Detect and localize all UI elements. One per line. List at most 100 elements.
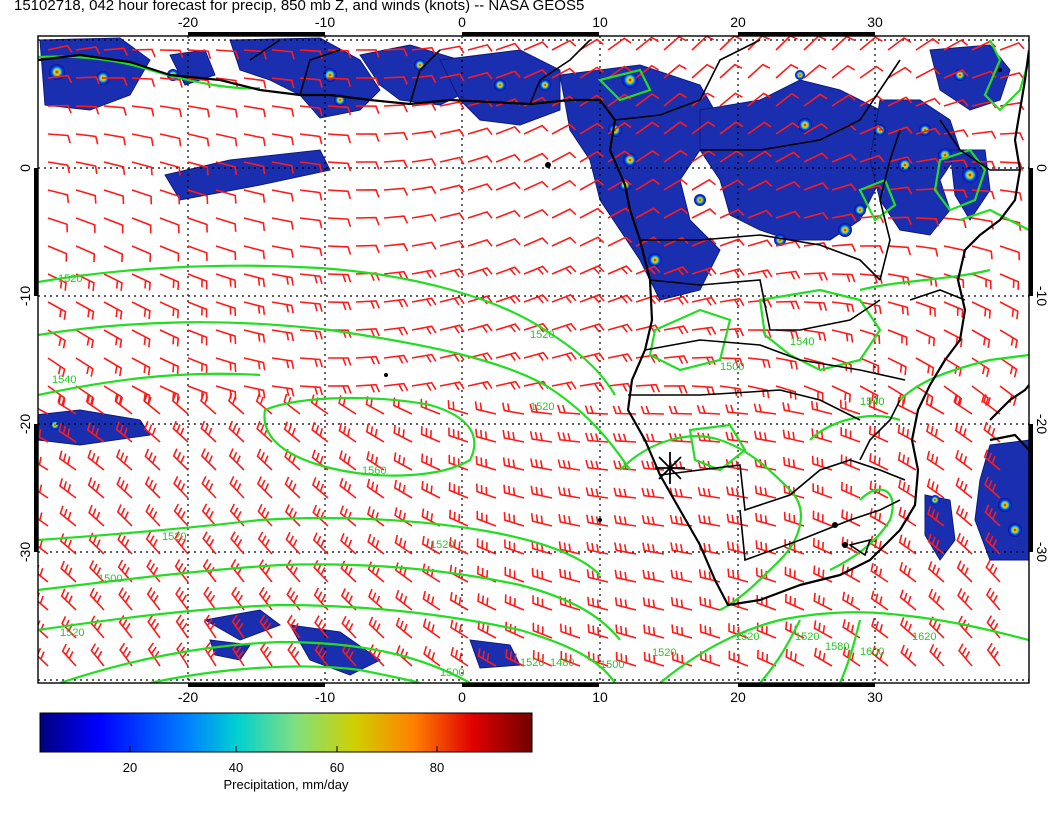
coastlines [38, 49, 1029, 607]
wind-barb [915, 38, 940, 51]
wind-barb [257, 531, 273, 555]
wind-barb [579, 38, 604, 51]
figure-title: 15102718, 042 hour forecast for precip, … [14, 0, 585, 14]
wind-barb [243, 217, 266, 231]
wind-barb [635, 236, 661, 247]
wind-barb [584, 405, 609, 415]
wind-barb [803, 122, 828, 135]
wind-barb [271, 329, 295, 342]
wind-barb [871, 618, 889, 639]
wind-barb [943, 217, 967, 229]
wind-barb [971, 301, 991, 319]
wind-barb [448, 427, 469, 443]
wind-barb [523, 237, 549, 247]
wind-barb [355, 355, 381, 365]
wind-barb [75, 385, 94, 406]
wind-barb [467, 380, 493, 390]
islands [384, 68, 1002, 548]
wind-barb [439, 381, 465, 391]
wind-barb [119, 642, 133, 667]
wind-barb [691, 121, 716, 135]
wind-barb [811, 400, 833, 415]
wind-barb [579, 236, 605, 247]
wind-barb [523, 68, 549, 79]
wind-barb [383, 215, 409, 224]
wind-barb [327, 161, 352, 172]
wind-barb [641, 487, 665, 499]
wind-barb [504, 539, 525, 555]
wind-barb [103, 217, 124, 234]
wind-barb [202, 531, 217, 555]
wind-barb [299, 133, 323, 145]
wind-barb [327, 273, 352, 283]
wind-barb [271, 245, 294, 258]
wind-barb [557, 459, 581, 471]
wind-barb [187, 301, 208, 318]
wind-barb [859, 301, 882, 315]
wind-barb [887, 96, 913, 107]
wind-barb [999, 71, 1025, 80]
wind-barb [131, 301, 151, 319]
wind-barb [831, 213, 857, 222]
wind-barb [366, 451, 385, 471]
wind-barb [495, 237, 521, 247]
wind-barb [642, 542, 665, 555]
wind-barb [411, 297, 437, 307]
wind-barb [607, 178, 632, 191]
wind-barb [467, 71, 493, 80]
wind-barb [983, 421, 1001, 443]
colorbar-tick: 60 [330, 760, 344, 775]
wind-barb [775, 270, 801, 280]
wind-barb [159, 245, 180, 262]
wind-barb [999, 301, 1019, 320]
wind-barb [38, 537, 49, 555]
wind-barb [663, 236, 689, 247]
axis-bars [34, 32, 1033, 687]
wind-barb [467, 155, 493, 163]
wind-barb [523, 124, 549, 135]
wind-barb [551, 322, 577, 333]
wind-barb [38, 456, 49, 471]
wind-barb [75, 217, 96, 233]
wind-barb [887, 301, 909, 316]
wind-barb [103, 77, 128, 86]
wind-barb [421, 453, 441, 471]
svg-text:0: 0 [458, 689, 466, 705]
wind-barb [579, 207, 605, 219]
wind-barb [719, 36, 742, 51]
wind-barb [467, 352, 493, 362]
wind-barb [75, 357, 94, 377]
wind-barb [871, 645, 889, 667]
wind-barb [915, 357, 935, 376]
wind-barb [915, 97, 941, 107]
wind-barb [215, 105, 238, 118]
wind-barb [103, 301, 123, 320]
wind-barb [103, 357, 123, 377]
bottom-tick-labels: -20 -10 0 10 20 30 [178, 689, 883, 705]
wind-barb [271, 357, 295, 369]
wind-barb [271, 385, 295, 397]
svg-text:1560: 1560 [362, 465, 386, 477]
wind-barb [47, 133, 71, 144]
wind-barb [691, 178, 716, 191]
wind-barb [529, 430, 553, 443]
wind-barb [663, 385, 688, 394]
wind-barb [421, 481, 441, 499]
wind-barb [551, 236, 577, 247]
svg-text:0: 0 [17, 164, 33, 172]
wind-barb [747, 121, 772, 135]
svg-text:30: 30 [867, 14, 883, 30]
wind-barb [529, 403, 553, 415]
wind-barb [243, 329, 266, 343]
wind-barb [868, 398, 889, 415]
wind-barb [719, 297, 745, 307]
wind-barb [635, 207, 661, 219]
wind-barb [495, 294, 521, 304]
wind-barb [755, 512, 777, 527]
wind-barb [328, 357, 352, 366]
svg-text:1520: 1520 [735, 631, 759, 643]
wind-barb [243, 357, 266, 371]
wind-barb [831, 64, 856, 79]
svg-text:20: 20 [730, 689, 746, 705]
wind-barb [503, 512, 525, 527]
